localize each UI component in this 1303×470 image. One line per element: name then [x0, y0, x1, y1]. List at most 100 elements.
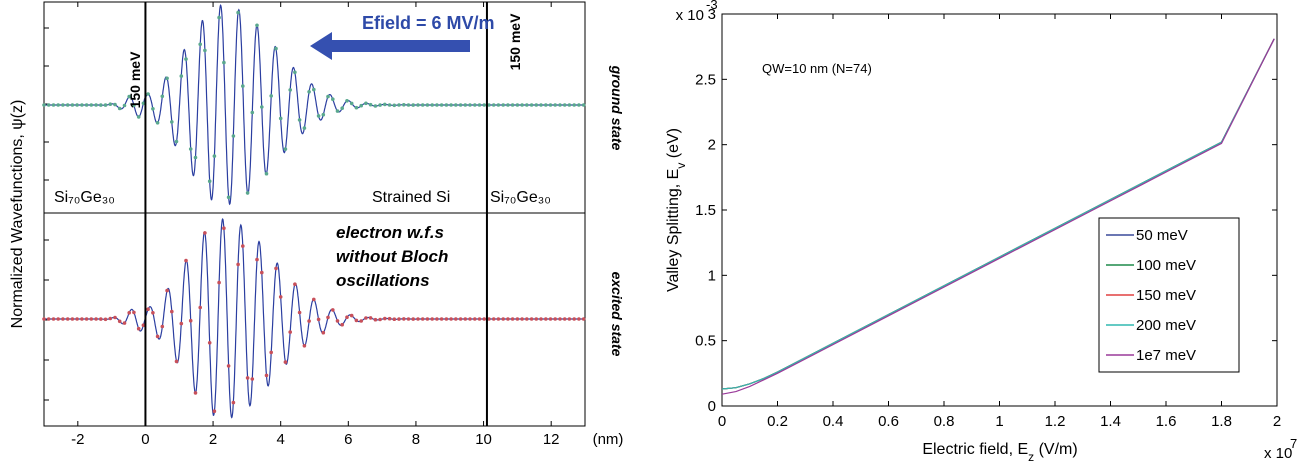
excited-state-point [146, 307, 150, 312]
excited-state-point [269, 350, 274, 355]
excited-state-point [345, 315, 349, 320]
legend-entry: 200 meV [1136, 317, 1196, 334]
excited-state-point [439, 317, 444, 321]
excited-state-point [416, 317, 420, 321]
excited-state-point [539, 317, 543, 321]
ground-state-point [326, 94, 330, 99]
ground-state-point [335, 109, 340, 113]
excited-state-point [496, 317, 501, 321]
ground-state-point [132, 103, 136, 108]
ground-state-point [51, 103, 56, 107]
ground-state-point [468, 103, 472, 107]
ground-state-point [89, 103, 94, 107]
ground-state-point [141, 101, 146, 106]
excited-state-point [562, 317, 567, 321]
ground-state-point [359, 103, 364, 108]
excited-state-point [449, 317, 453, 321]
ground-state-point [108, 102, 113, 106]
right-y-tick-label: 1 [708, 267, 716, 284]
ground-state-point [307, 90, 311, 94]
ground-state-point [487, 103, 491, 107]
ground-state-point [297, 118, 302, 122]
excited-state-point [56, 317, 60, 321]
left-x-tick-label: 10 [475, 431, 492, 448]
ground-state-point [387, 103, 392, 107]
ground-state-point [241, 84, 245, 88]
excited-state-point [117, 319, 122, 324]
ground-state-point [510, 103, 515, 107]
excited-state-point [544, 317, 548, 321]
excited-state-point [160, 324, 165, 329]
ground-state-point [411, 103, 416, 107]
ground-state-point [331, 97, 335, 101]
wavefunction-curves [42, 4, 586, 419]
excited-state-point [236, 262, 240, 267]
ground-state-point [439, 103, 444, 107]
excited-state-point [42, 317, 46, 321]
note-line-3: oscillations [336, 271, 430, 290]
region-left-label: Si₇₀Ge₃₀ [54, 189, 115, 206]
excited-state-point [534, 317, 539, 321]
ground-state-point [193, 155, 198, 160]
right-x-tick-label: 1.2 [1045, 413, 1066, 430]
ground-state-point [122, 103, 127, 108]
left-x-tick-label: -2 [71, 431, 84, 448]
left-x-ticks: -2 0 2 4 6 8 10 12 [44, 2, 560, 448]
excited-state-point [207, 341, 212, 345]
series-line [721, 38, 1275, 395]
excited-state-point [141, 323, 146, 328]
left-x-tick-label: 6 [344, 431, 352, 448]
excited-state-point [151, 311, 155, 315]
excited-state-point [293, 282, 297, 287]
ground-state-point [179, 74, 184, 78]
region-mid-label: Strained Si [372, 189, 450, 206]
y-exponent: -3 [706, 0, 718, 12]
excited-state-point [170, 309, 174, 314]
excited-state-point [510, 317, 515, 321]
excited-state-point [264, 373, 269, 378]
excited-state-point [61, 317, 65, 321]
excited-state-point [316, 317, 321, 322]
ground-state-point [250, 110, 255, 115]
ground-state-point [226, 195, 231, 200]
excited-state-point [430, 317, 435, 321]
ground-state-point [449, 103, 453, 107]
ground-state-point [222, 60, 226, 65]
excited-state-point [359, 319, 364, 323]
left-x-tick-label: 12 [543, 431, 560, 448]
y-multiplier: x 10 [676, 7, 704, 24]
excited-state-point [397, 317, 401, 321]
right-x-tick-label: 0.8 [934, 413, 955, 430]
excited-state-point [94, 317, 98, 321]
left-y-axis-label: Normalized Wavefunctions, ψ(z) [9, 100, 26, 329]
ground-state-point [160, 94, 165, 99]
excited-state-point [65, 317, 70, 321]
excited-state-point [331, 308, 335, 312]
excited-state-point [193, 391, 198, 395]
ground-state-point [383, 102, 387, 107]
excited-state-point [572, 317, 576, 321]
y-label-part-2: (eV) [665, 128, 682, 163]
ground-state-point [269, 94, 274, 98]
ground-state-point [544, 103, 548, 107]
ground-state-point [525, 103, 529, 107]
excited-state-point [241, 244, 245, 248]
excited-state-point [122, 321, 127, 325]
excited-state-point [454, 317, 458, 321]
right-y-tick-label: 0.5 [695, 333, 716, 350]
ground-state-point [562, 103, 567, 107]
ground-state-point [496, 103, 501, 107]
excited-state-point [217, 280, 221, 285]
right-x-tick-label: 0.6 [878, 413, 899, 430]
excited-state-point [515, 317, 520, 321]
excited-state-point [321, 330, 326, 335]
right-x-tick-label: 1.4 [1100, 413, 1121, 430]
excited-state-point [444, 317, 449, 321]
excited-state-point [222, 226, 226, 230]
ground-state-point [572, 103, 576, 107]
note-line-2: without Bloch [336, 247, 448, 266]
ground-state-point [283, 147, 288, 151]
excited-state-point [302, 344, 307, 348]
ground-state-point [491, 103, 496, 107]
x-label-part-1: Electric field, E [922, 441, 1028, 458]
